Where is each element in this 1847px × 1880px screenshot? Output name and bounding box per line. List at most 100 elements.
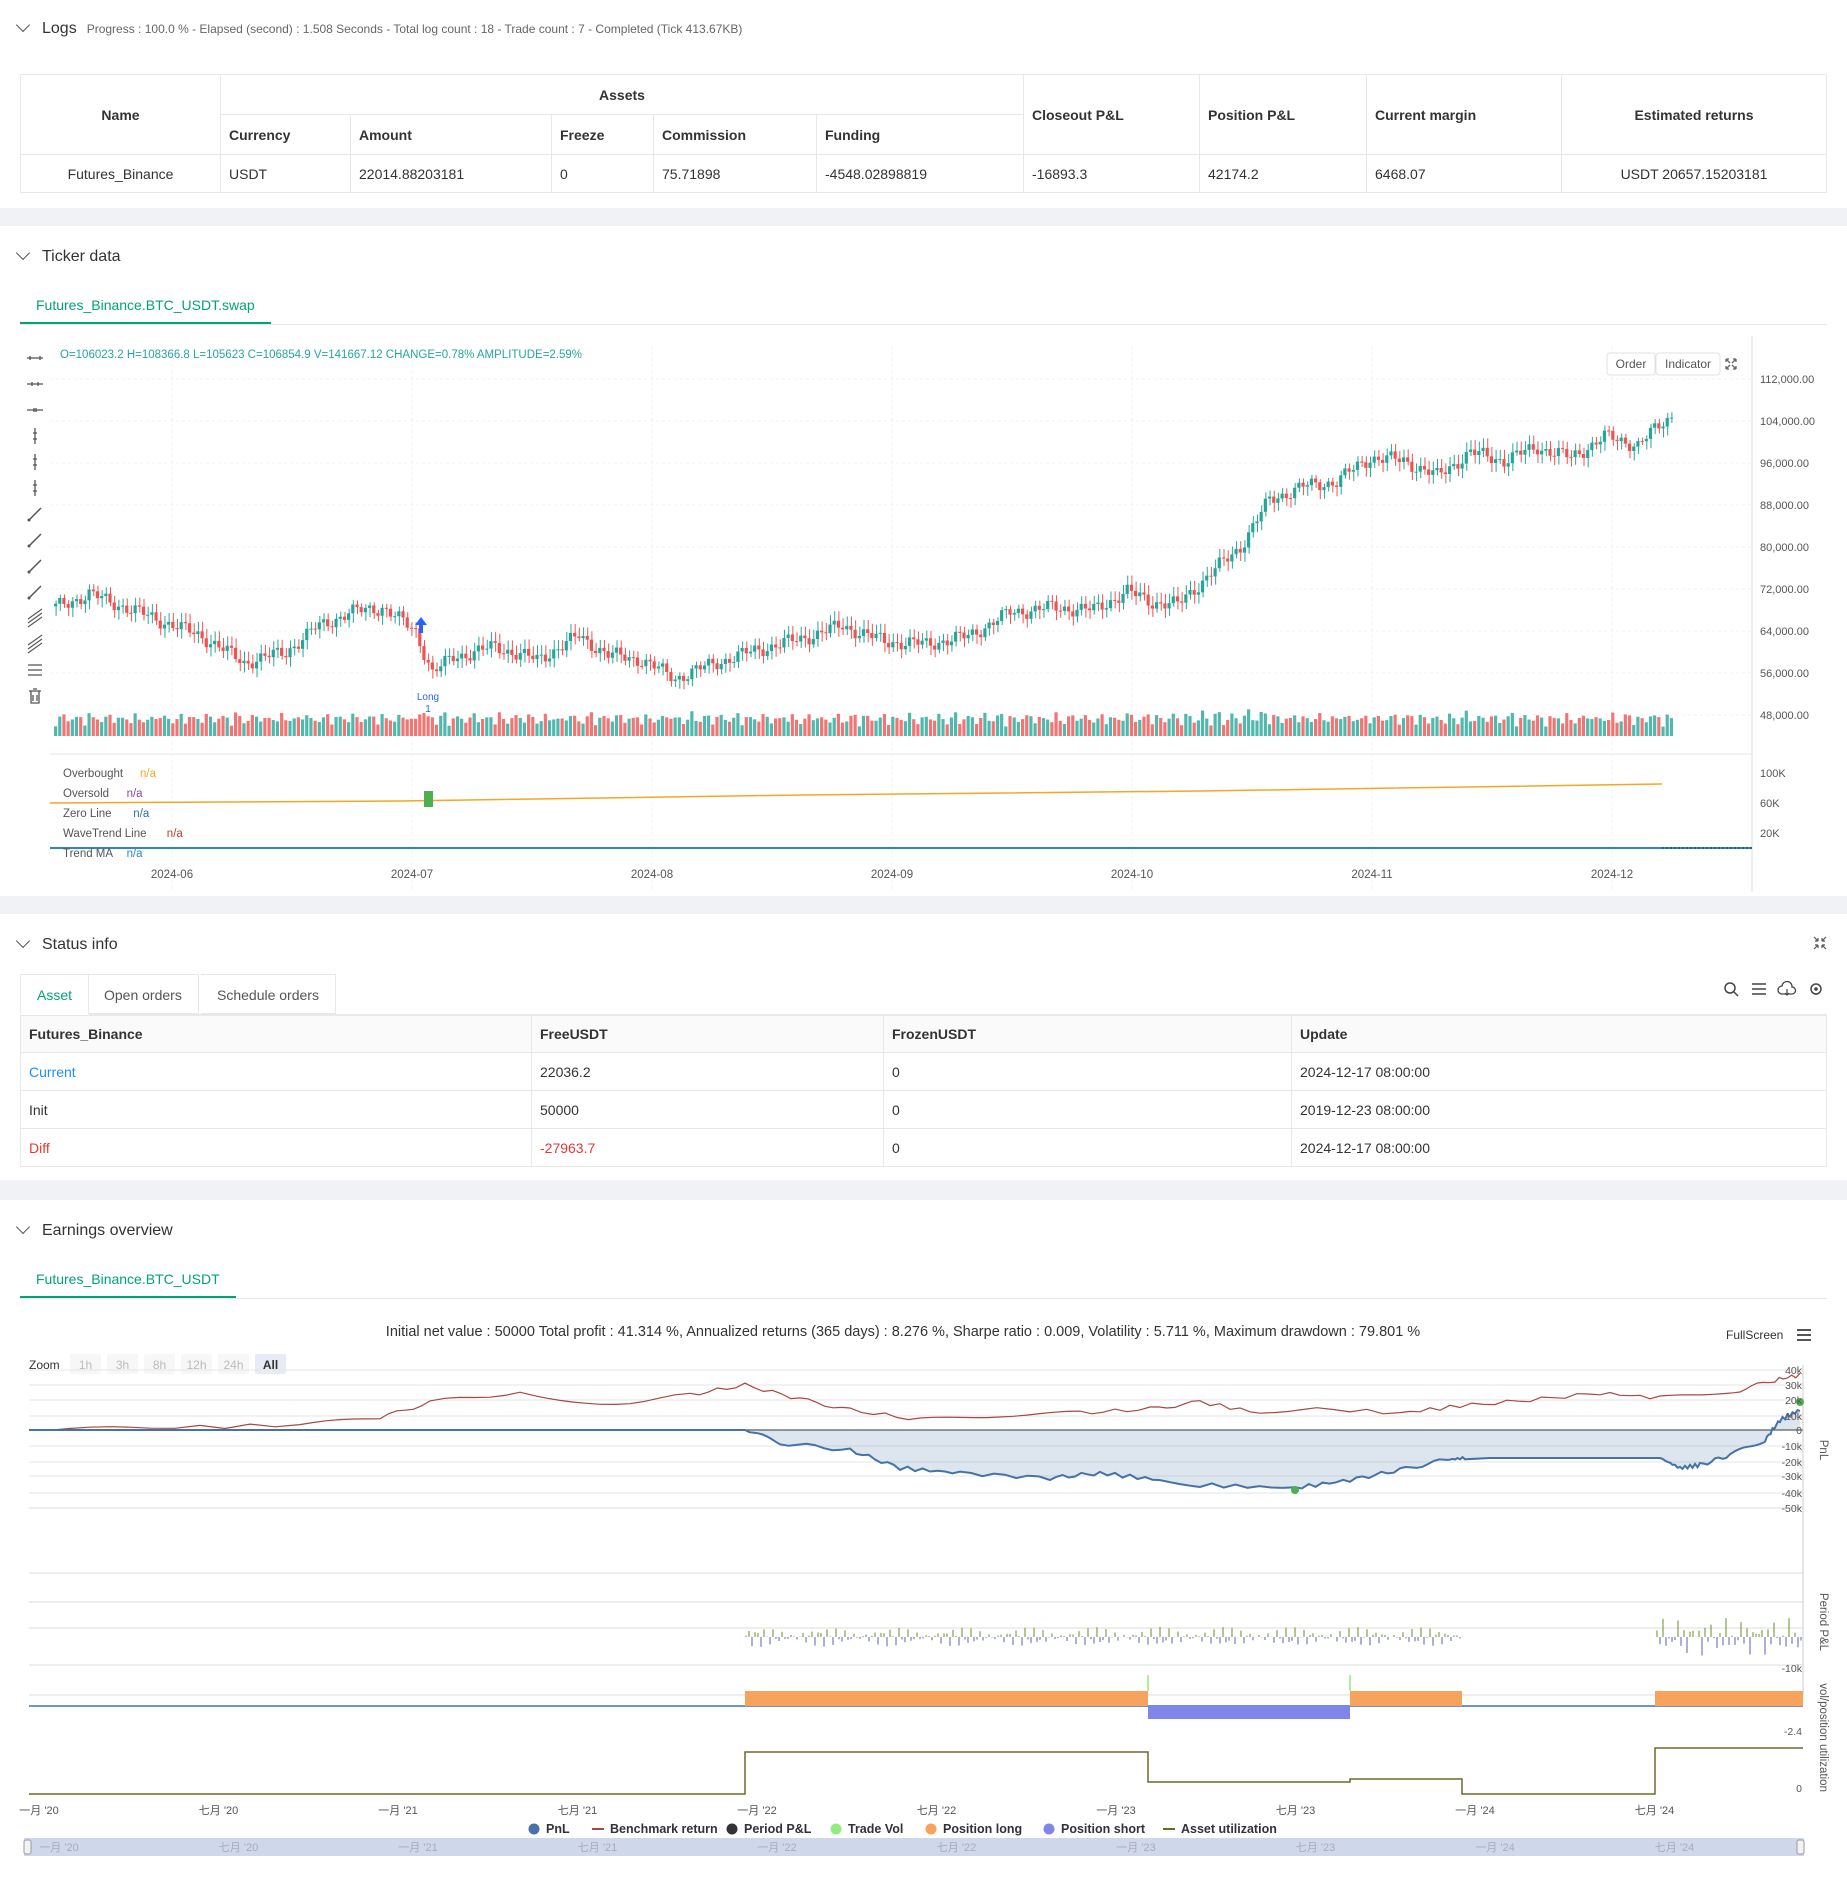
legend-item[interactable]: Period P&L bbox=[726, 1822, 812, 1836]
candle bbox=[1247, 524, 1251, 554]
drawing-tool-icon[interactable] bbox=[33, 454, 37, 470]
drawing-tool-icon[interactable] bbox=[27, 382, 43, 386]
legend-item[interactable]: Asset utilization bbox=[1163, 1822, 1277, 1836]
volume-bar bbox=[347, 722, 351, 736]
volume-bar bbox=[1665, 714, 1669, 736]
legend-item[interactable]: Position long bbox=[925, 1822, 1023, 1836]
position-long-bar bbox=[745, 1691, 1148, 1706]
drawing-tool-icon[interactable] bbox=[33, 480, 37, 496]
chart-legend[interactable]: PnL Benchmark return Period P&L Trade Vol Po… bbox=[528, 1822, 1277, 1836]
drawing-tool-icon[interactable] bbox=[27, 356, 43, 360]
candle bbox=[79, 594, 83, 610]
legend-item[interactable]: Trade Vol bbox=[830, 1822, 904, 1836]
volume-bar bbox=[878, 717, 882, 736]
earnings-chart[interactable]: Initial net value : 50000 Total profit :… bbox=[0, 1310, 1847, 1880]
volume-bar bbox=[493, 724, 497, 736]
candle bbox=[1008, 605, 1012, 624]
drawing-tool-icon[interactable] bbox=[27, 408, 43, 412]
tab-btc-swap[interactable]: Futures_Binance.BTC_USDT.swap bbox=[20, 286, 271, 324]
zoom-option[interactable]: 3h bbox=[107, 1354, 138, 1374]
navigator-left-handle[interactable] bbox=[23, 1839, 32, 1855]
collapse-icon[interactable] bbox=[1813, 936, 1827, 950]
candle bbox=[945, 633, 949, 655]
drawing-tool-icon[interactable] bbox=[27, 608, 43, 628]
chevron-down-icon[interactable] bbox=[15, 17, 31, 33]
gear-icon[interactable] bbox=[1810, 983, 1822, 995]
tab-btc-usdt[interactable]: Futures_Binance.BTC_USDT bbox=[20, 1260, 236, 1298]
candle bbox=[1447, 457, 1452, 483]
chevron-down-icon[interactable] bbox=[15, 1219, 31, 1235]
volume-bar bbox=[129, 723, 133, 736]
navigator-tick: 七月 '20 bbox=[219, 1841, 258, 1854]
legend-item: Overbought n/a bbox=[63, 768, 157, 780]
legend-item[interactable]: PnL bbox=[528, 1822, 570, 1836]
volume-bar bbox=[1134, 721, 1138, 736]
drawing-tool-icon[interactable] bbox=[27, 585, 42, 600]
status-header[interactable]: Status info bbox=[15, 933, 118, 954]
chevron-down-icon[interactable] bbox=[15, 933, 31, 949]
list-icon[interactable] bbox=[1752, 983, 1766, 995]
indicator-pane bbox=[49, 783, 1752, 849]
candle bbox=[208, 634, 213, 657]
menu-icon[interactable] bbox=[1797, 1329, 1811, 1341]
indicator-button[interactable]: Indicator bbox=[1655, 352, 1721, 376]
volume-bar bbox=[1079, 718, 1083, 736]
row-current-free: 22036.2 bbox=[531, 1052, 884, 1091]
drawing-tool-icon[interactable] bbox=[28, 664, 42, 676]
tab-schedule-orders[interactable]: Schedule orders bbox=[201, 974, 336, 1014]
tab-asset[interactable]: Asset bbox=[20, 974, 90, 1015]
logs-header[interactable]: Logs Progress : 100.0 % - Elapsed (secon… bbox=[15, 17, 742, 38]
drawing-tool-icon[interactable] bbox=[27, 634, 43, 654]
navigator-right-handle[interactable] bbox=[1796, 1839, 1805, 1855]
candle bbox=[903, 637, 907, 655]
volume-bar bbox=[573, 715, 577, 736]
drawing-tool-icon[interactable] bbox=[33, 428, 37, 444]
fullscreen-button[interactable]: FullScreen bbox=[1726, 1328, 1783, 1342]
candlestick-chart[interactable]: O=106023.2 H=108366.8 L=105623 C=106854.… bbox=[0, 336, 1847, 896]
drawing-toolbar[interactable] bbox=[27, 356, 43, 704]
legend-item: Zero Line n/a bbox=[63, 808, 150, 820]
zoom-buttons[interactable]: 1h 3h 8h 12h 24h All bbox=[70, 1354, 286, 1374]
volume-bar bbox=[627, 718, 631, 736]
search-icon[interactable] bbox=[1724, 982, 1739, 997]
volume-bar bbox=[87, 713, 91, 736]
legend-item[interactable]: Benchmark return bbox=[592, 1822, 718, 1836]
zoom-option[interactable]: 24h bbox=[218, 1354, 249, 1374]
legend-item[interactable]: Position short bbox=[1043, 1822, 1146, 1836]
volume-bar bbox=[514, 715, 518, 736]
drawing-tool-icon[interactable] bbox=[27, 507, 42, 522]
table-row: Diff -27963.7 0 2024-12-17 08:00:00 bbox=[20, 1128, 1827, 1167]
expand-icon[interactable] bbox=[1725, 358, 1737, 370]
row-diff-free: -27963.7 bbox=[531, 1128, 884, 1167]
tab-open-orders[interactable]: Open orders bbox=[88, 974, 199, 1014]
row-current-label[interactable]: Current bbox=[20, 1052, 532, 1091]
volume-bar bbox=[836, 713, 840, 736]
volume-bar bbox=[983, 712, 987, 736]
zoom-option[interactable]: 8h bbox=[144, 1354, 175, 1374]
svg-text:Trade Vol: Trade Vol bbox=[848, 1822, 903, 1836]
drawing-tool-icon[interactable] bbox=[27, 559, 42, 574]
volume-bar bbox=[1205, 718, 1209, 736]
volume-bar bbox=[644, 714, 648, 736]
svg-text:All: All bbox=[263, 1358, 278, 1372]
cloud-download-icon[interactable] bbox=[1777, 980, 1797, 996]
navigator[interactable] bbox=[23, 1838, 1805, 1856]
zoom-option[interactable]: 12h bbox=[181, 1354, 212, 1374]
earnings-header[interactable]: Earnings overview bbox=[15, 1219, 173, 1240]
candle bbox=[1519, 441, 1523, 463]
volume-bar bbox=[280, 712, 284, 736]
chevron-down-icon[interactable] bbox=[15, 245, 31, 261]
volume-bar bbox=[757, 721, 761, 736]
zoom-option[interactable]: All bbox=[255, 1354, 286, 1374]
status-toolbar[interactable] bbox=[1722, 980, 1832, 1000]
ticker-header[interactable]: Ticker data bbox=[15, 245, 121, 266]
order-button[interactable]: Order bbox=[1606, 352, 1656, 376]
volume-bar bbox=[861, 715, 866, 736]
drawing-tool-icon[interactable] bbox=[27, 533, 42, 548]
trash-icon[interactable] bbox=[29, 688, 41, 704]
zoom-option[interactable]: 1h bbox=[70, 1354, 101, 1374]
candle bbox=[966, 629, 970, 644]
volume-bar bbox=[933, 720, 937, 736]
volume-bar bbox=[753, 719, 757, 736]
candle bbox=[393, 611, 397, 624]
